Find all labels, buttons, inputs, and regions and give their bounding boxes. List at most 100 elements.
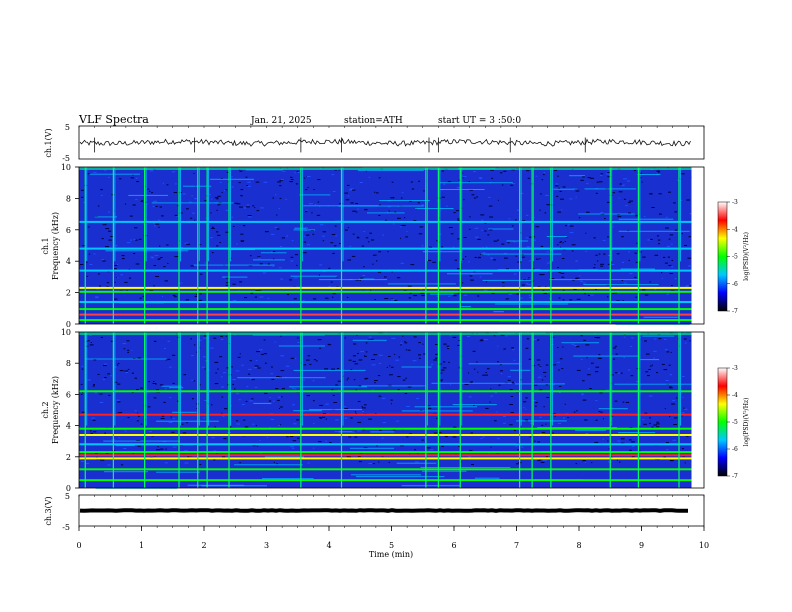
- ch1-spec-noise-speck: [102, 224, 107, 226]
- ch2-spec-noise-speck: [576, 346, 580, 348]
- ch1-spec-noise-speck: [372, 263, 374, 265]
- ch2-spec-noise-speck: [248, 368, 252, 370]
- ch1-spec-noise-speck: [311, 212, 313, 214]
- ch2-spec-noise-speck: [365, 342, 368, 344]
- ch1-spec-noise-speck: [316, 214, 321, 216]
- ch1-spec-noise-speck: [654, 288, 657, 290]
- ch1-spec-noise-speck: [135, 199, 138, 201]
- ch2-spec-noise-speck: [110, 375, 113, 377]
- ch2-spec-noise-speck: [484, 339, 488, 341]
- ch1-spec-band-1: [79, 313, 692, 316]
- ch1-spec-noise-speck: [155, 276, 159, 277]
- ch1-spec-noise-speck: [185, 299, 189, 301]
- ch2-spec-noise-speck: [543, 371, 547, 373]
- ch1-spec-noise-speck: [267, 263, 270, 265]
- ch2-spec-noise-speck: [368, 336, 372, 338]
- ch2-spec-noise-speck: [244, 426, 249, 428]
- ch2-spec-streak: [187, 484, 245, 486]
- ch1-spec-noise-speck: [219, 242, 221, 243]
- ch1-spec-noise-speck: [490, 169, 494, 171]
- ch2-spec-noise-speck: [104, 363, 108, 365]
- ch2-spec-noise-speck: [365, 351, 368, 353]
- ch2-spec-noise-speck: [666, 442, 669, 443]
- ch2-spec-noise-speck: [318, 417, 322, 419]
- ch2-spec-noise-speck: [364, 404, 367, 406]
- ch1-spec-noise-speck: [335, 235, 338, 237]
- ch1-spec-noise-speck: [279, 185, 282, 187]
- ch2-spec-noise-speck: [362, 407, 366, 409]
- ch2-spec-streak: [350, 447, 395, 449]
- ch2-spec-noise-speck: [405, 436, 409, 438]
- ch1-spec-noise-speck: [119, 178, 122, 180]
- ch1-spec-noise-speck: [212, 226, 214, 228]
- ch2-spec-noise-speck: [215, 372, 217, 374]
- ch1-spec-noise-speck: [116, 277, 119, 279]
- ch2-spec-noise-speck: [427, 407, 432, 409]
- ch1-spec-noise-speck: [351, 255, 356, 257]
- ch2-spec-noise-speck: [645, 371, 649, 373]
- ch2-spec-noise-speck: [172, 382, 175, 384]
- ch2-spec-noise-speck: [220, 376, 223, 378]
- ch1-spec-noise-speck: [350, 188, 354, 190]
- ch2-spec-noise-speck: [184, 462, 189, 464]
- ch2-spec-noise-speck: [441, 445, 444, 447]
- ch1-spec-noise-speck: [279, 180, 284, 182]
- ch2-spec-noise-speck: [602, 438, 604, 440]
- ch1-spec-noise-speck: [392, 223, 395, 225]
- ch2-spec-noise-speck: [211, 437, 215, 439]
- ch1-spec-noise-speck: [136, 181, 139, 183]
- ch1-spec-noise-speck: [334, 169, 337, 171]
- ch2-spec-noise-speck: [580, 359, 583, 361]
- ch2-spec-noise-speck: [689, 340, 691, 342]
- ch2-spec-noise-speck: [164, 462, 168, 464]
- ch2-spec-noise-speck: [137, 412, 139, 414]
- ch1-spec-noise-speck: [294, 254, 298, 256]
- ch2-spec-noise-speck: [255, 425, 257, 427]
- ch2-spec-noise-speck: [476, 361, 478, 363]
- ch2-spec-noise-speck: [107, 464, 111, 466]
- ch1-spec-noise-speck: [456, 187, 460, 189]
- ch2-spec-noise-speck: [332, 394, 335, 396]
- ch1-spec-noise-speck: [457, 220, 460, 221]
- ch1-spec-noise-speck: [240, 195, 243, 197]
- ch2-spec-noise-speck: [236, 420, 239, 422]
- ch1-spec-noise-speck: [254, 207, 256, 209]
- ch2-spec-noise-speck: [153, 397, 157, 399]
- ch2-spec-noise-speck: [552, 412, 556, 414]
- ch1-spec-band-2: [79, 308, 692, 311]
- ch1-spec-noise-speck: [272, 197, 275, 199]
- ch1-spec-noise-speck: [285, 198, 287, 200]
- ch1-spec-noise-speck: [527, 284, 531, 285]
- ch2-spec-noise-speck: [552, 384, 555, 386]
- ch2-spec-noise-speck: [191, 379, 194, 381]
- ch1-spec-noise-speck: [331, 174, 335, 176]
- ch1-spec-noise-speck: [390, 197, 395, 199]
- ch1-spec-noise-speck: [129, 215, 133, 217]
- ch2-spec-noise-speck: [184, 450, 188, 452]
- ch2-spec-noise-speck: [573, 345, 577, 346]
- ch1-spec-noise-speck: [80, 264, 84, 265]
- ch2-spec-noise-speck: [256, 351, 260, 353]
- ch1-spec-noise-speck: [280, 179, 284, 181]
- ch2-spec-noise-speck: [261, 353, 264, 355]
- ch2-spec-noise-speck: [122, 343, 126, 345]
- ch1-spec-noise-speck: [671, 259, 673, 261]
- ch2-spec-noise-speck: [595, 366, 600, 368]
- ch1-spec-noise-speck: [306, 234, 310, 236]
- ch2-spec-noise-speck: [167, 358, 171, 360]
- ch1-spec-noise-speck: [418, 233, 423, 235]
- ch2-spec-noise-speck: [379, 429, 382, 431]
- ch2-spec-noise-speck: [515, 445, 518, 447]
- ch1-spec-noise-speck: [240, 240, 245, 242]
- ch2-spec-noise-speck: [453, 426, 457, 428]
- ch1-spec-noise-speck: [336, 276, 338, 278]
- ch1-spec-noise-speck: [101, 195, 103, 196]
- ch2-spec-noise-speck: [594, 441, 599, 443]
- ch1-spec-noise-speck: [582, 282, 586, 284]
- ch2-spec-noise-speck: [443, 343, 447, 345]
- ch1-spec-noise-speck: [619, 183, 622, 185]
- ch2-spec-noise-speck: [580, 335, 583, 337]
- ch2-spec-noise-speck: [513, 359, 516, 361]
- ch2-spec-noise-speck: [647, 375, 650, 377]
- ch1-spec-noise-speck: [674, 211, 677, 213]
